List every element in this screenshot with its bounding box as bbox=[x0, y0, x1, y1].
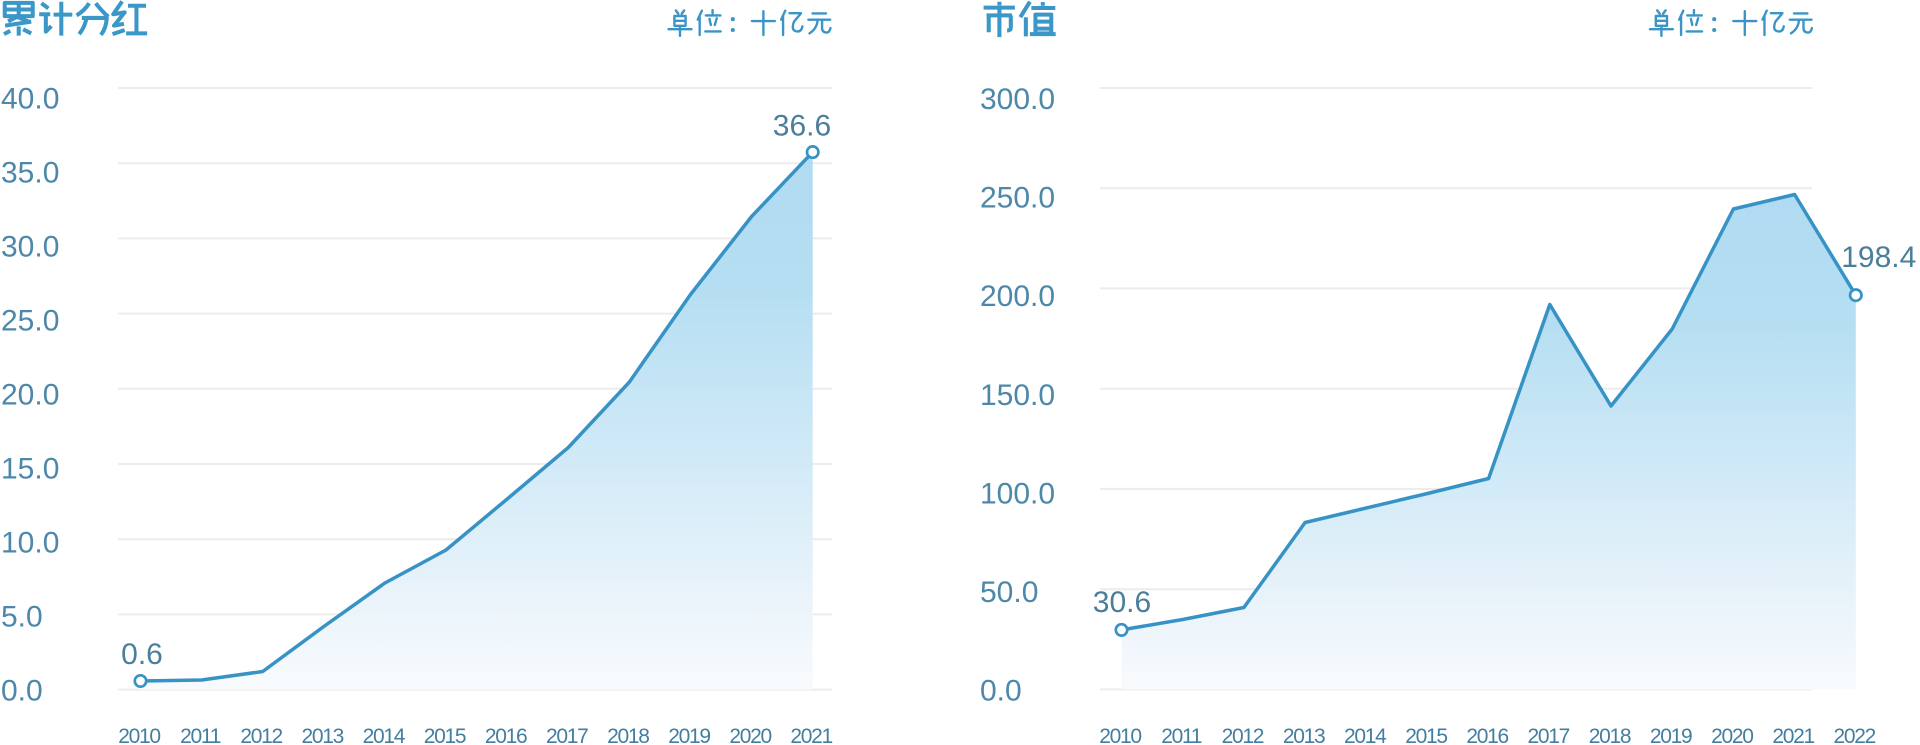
svg-text:150.0: 150.0 bbox=[980, 379, 1055, 412]
svg-text:2015: 2015 bbox=[1405, 725, 1447, 745]
svg-text:2014: 2014 bbox=[1344, 725, 1387, 745]
svg-text:300.0: 300.0 bbox=[980, 83, 1055, 116]
svg-text:2021: 2021 bbox=[790, 725, 832, 745]
svg-text:5.0: 5.0 bbox=[1, 601, 43, 634]
svg-text:2020: 2020 bbox=[729, 725, 771, 745]
svg-text:0.6: 0.6 bbox=[121, 638, 163, 671]
svg-text:30.6: 30.6 bbox=[1093, 586, 1151, 619]
svg-text:15.0: 15.0 bbox=[1, 453, 59, 486]
svg-text:2010: 2010 bbox=[118, 725, 160, 745]
svg-text:0.0: 0.0 bbox=[1, 675, 43, 708]
svg-text:25.0: 25.0 bbox=[1, 305, 59, 338]
svg-text:2017: 2017 bbox=[1528, 725, 1570, 745]
svg-text:30.0: 30.0 bbox=[1, 231, 59, 264]
svg-text:0.0: 0.0 bbox=[980, 675, 1022, 708]
svg-text:10.0: 10.0 bbox=[1, 527, 59, 560]
svg-text:2019: 2019 bbox=[668, 725, 710, 745]
svg-text:50.0: 50.0 bbox=[980, 576, 1038, 609]
svg-text:2012: 2012 bbox=[1222, 725, 1264, 745]
svg-text:2018: 2018 bbox=[607, 725, 649, 745]
svg-text:40.0: 40.0 bbox=[1, 83, 59, 116]
svg-text:2016: 2016 bbox=[1466, 725, 1508, 745]
svg-text:2013: 2013 bbox=[302, 725, 344, 745]
svg-text:2012: 2012 bbox=[240, 725, 282, 745]
svg-text:250.0: 250.0 bbox=[980, 182, 1055, 215]
svg-text:2021: 2021 bbox=[1772, 725, 1814, 745]
svg-text:2014: 2014 bbox=[363, 725, 406, 745]
svg-text:2019: 2019 bbox=[1650, 725, 1692, 745]
svg-text:2011: 2011 bbox=[180, 725, 221, 745]
svg-text:2016: 2016 bbox=[485, 725, 527, 745]
svg-text:198.4: 198.4 bbox=[1841, 241, 1916, 274]
svg-text:2010: 2010 bbox=[1099, 725, 1141, 745]
svg-text:2022: 2022 bbox=[1834, 725, 1876, 745]
svg-text:2011: 2011 bbox=[1161, 725, 1202, 745]
svg-text:2013: 2013 bbox=[1283, 725, 1325, 745]
svg-text:36.6: 36.6 bbox=[773, 110, 831, 143]
svg-text:35.0: 35.0 bbox=[1, 157, 59, 190]
svg-text:20.0: 20.0 bbox=[1, 379, 59, 412]
svg-text:2015: 2015 bbox=[424, 725, 466, 745]
svg-text:200.0: 200.0 bbox=[980, 280, 1055, 313]
svg-text:2018: 2018 bbox=[1589, 725, 1631, 745]
svg-text:100.0: 100.0 bbox=[980, 477, 1055, 510]
svg-text:2020: 2020 bbox=[1711, 725, 1753, 745]
svg-text:2017: 2017 bbox=[546, 725, 588, 745]
